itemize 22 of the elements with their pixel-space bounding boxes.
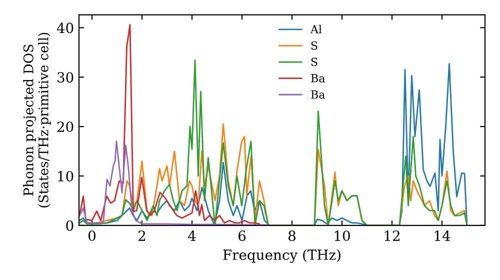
legend-label: Ba — [311, 90, 325, 99]
x-axis-title: Frequency (THz) — [223, 249, 340, 263]
x-tick-label: 2 — [138, 230, 146, 241]
legend-label: Ba — [311, 74, 325, 82]
x-tick-label: 4 — [188, 230, 196, 241]
y-axis-title: Phonon projected DOS (States/THz·primitive cell) — [23, 32, 51, 208]
legend-label: Al — [310, 24, 322, 34]
x-tick-label: 8 — [288, 230, 296, 242]
x-tick-label: 0 — [88, 230, 96, 242]
legend-label: S — [311, 41, 318, 50]
x-tick-label: 10 — [334, 230, 350, 242]
x-tick-label: 12 — [384, 230, 400, 241]
y-tick-label: 0 — [66, 220, 74, 231]
line-series — [79, 24, 260, 225]
x-tick-label: 14 — [434, 230, 450, 241]
x-tick-label: 6 — [238, 230, 246, 242]
y-tick-label: 40 — [56, 22, 74, 34]
y-tick-label: 30 — [58, 72, 74, 83]
y-tick-label: 20 — [57, 122, 74, 132]
line-series — [79, 140, 268, 226]
y-tick-label: 10 — [58, 170, 74, 182]
legend-label: S — [311, 58, 318, 66]
